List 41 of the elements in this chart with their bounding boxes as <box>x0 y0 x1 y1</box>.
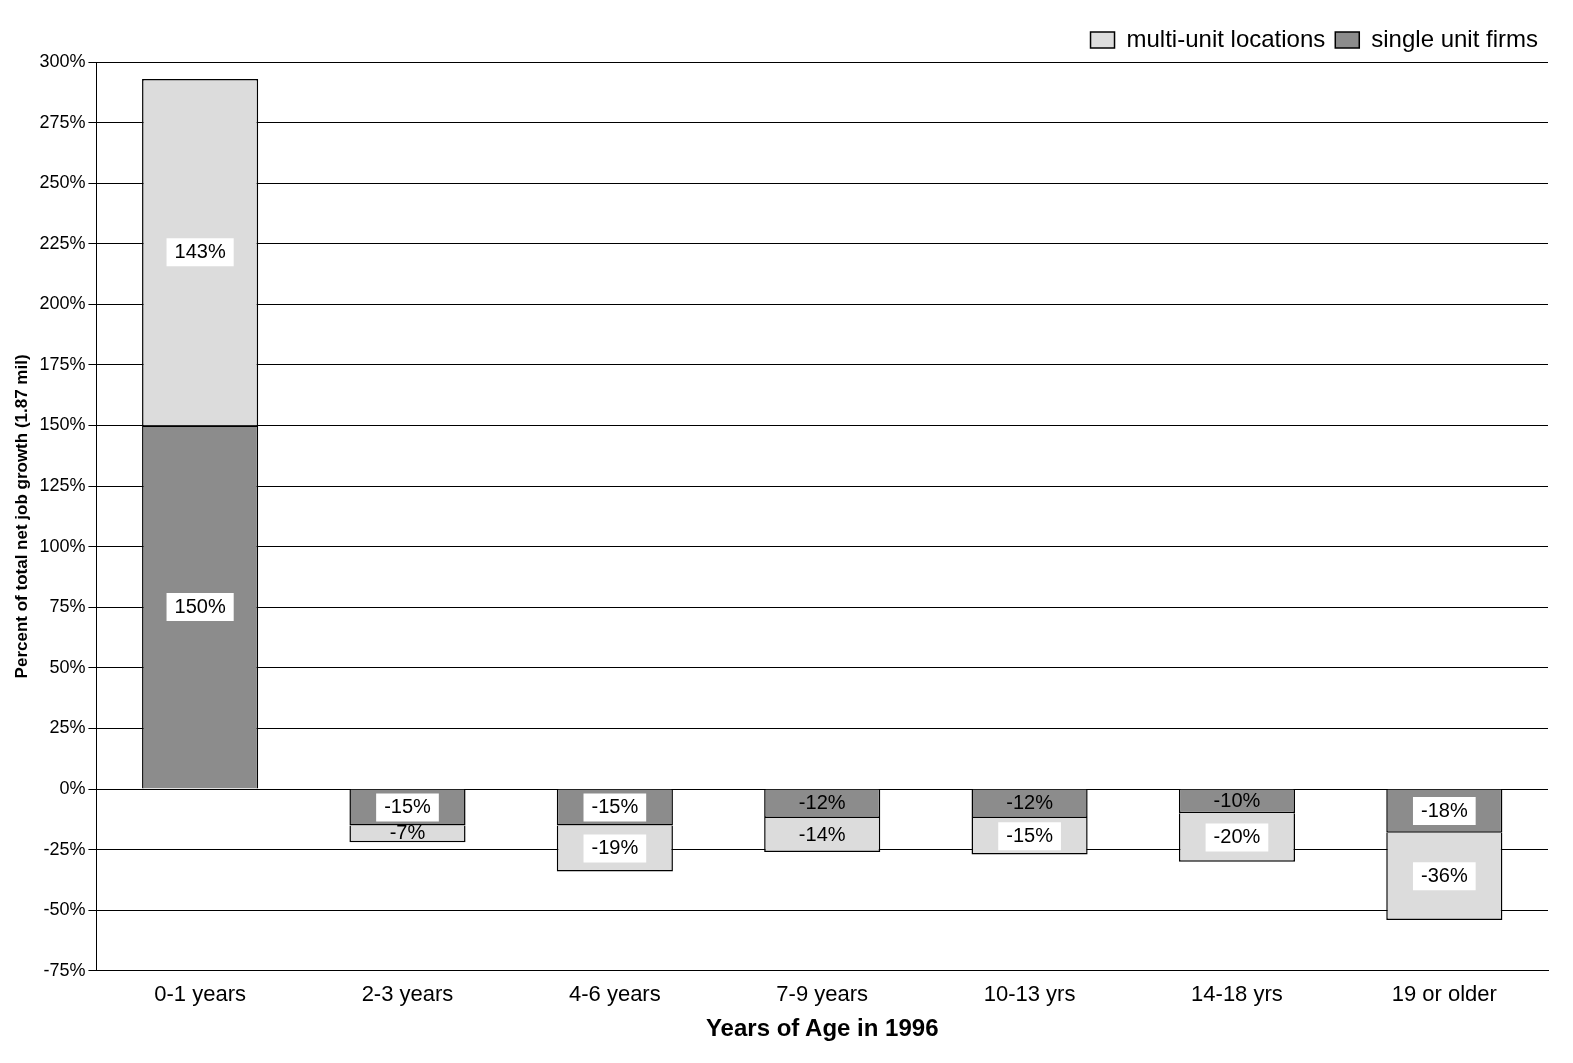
data-label: -36% <box>1420 863 1468 886</box>
y-tick-label: 50% <box>49 656 86 677</box>
y-tick-label: 250% <box>39 172 86 193</box>
y-tick-label: 100% <box>39 535 86 556</box>
x-tick-label: 4-6 years <box>568 981 661 1007</box>
x-tick-label: 0-1 years <box>154 981 246 1007</box>
y-tick-label: 150% <box>39 414 86 435</box>
y-tick-label: 300% <box>39 50 86 71</box>
y-tick-label: 0% <box>59 778 86 799</box>
data-label: -12% <box>1006 791 1054 814</box>
x-tick-label: 10-13 yrs <box>983 981 1076 1007</box>
x-tick-label: 14-18 yrs <box>1191 981 1283 1007</box>
y-tick-label: 200% <box>39 293 86 314</box>
y-tick-label: 175% <box>39 353 86 374</box>
data-label: -20% <box>1213 825 1261 848</box>
y-tick-label: 225% <box>39 232 86 253</box>
data-label: -18% <box>1420 798 1468 821</box>
data-label: -7% <box>389 821 426 844</box>
y-tick-label: 275% <box>39 111 86 132</box>
y-tick-label: -75% <box>43 959 86 980</box>
y-tick-label: 125% <box>39 475 86 496</box>
x-axis-title: Years of Age in 1996 <box>705 1014 939 1042</box>
data-label: -15% <box>1006 823 1054 846</box>
data-label: -10% <box>1213 788 1261 811</box>
data-label: 143% <box>174 239 226 262</box>
legend-label: multi-unit locations <box>1126 24 1326 52</box>
data-label: -12% <box>798 791 846 814</box>
data-label: 150% <box>174 594 226 617</box>
data-label: -14% <box>798 822 846 845</box>
y-tick-label: 75% <box>49 596 86 617</box>
x-tick-label: 19 or older <box>1391 981 1497 1007</box>
legend-label: single unit firms <box>1371 24 1539 52</box>
y-tick-label: -25% <box>43 838 86 859</box>
y-tick-label: -50% <box>43 899 86 920</box>
data-label: -15% <box>384 794 432 817</box>
y-axis-title: Percent of total net job growth (1.87 mil) <box>11 354 31 679</box>
data-label: -15% <box>591 794 639 817</box>
x-tick-label: 7-9 years <box>776 981 869 1007</box>
y-tick-label: 25% <box>49 717 86 738</box>
x-tick-label: 2-3 years <box>361 981 454 1007</box>
data-label: -19% <box>591 835 639 858</box>
